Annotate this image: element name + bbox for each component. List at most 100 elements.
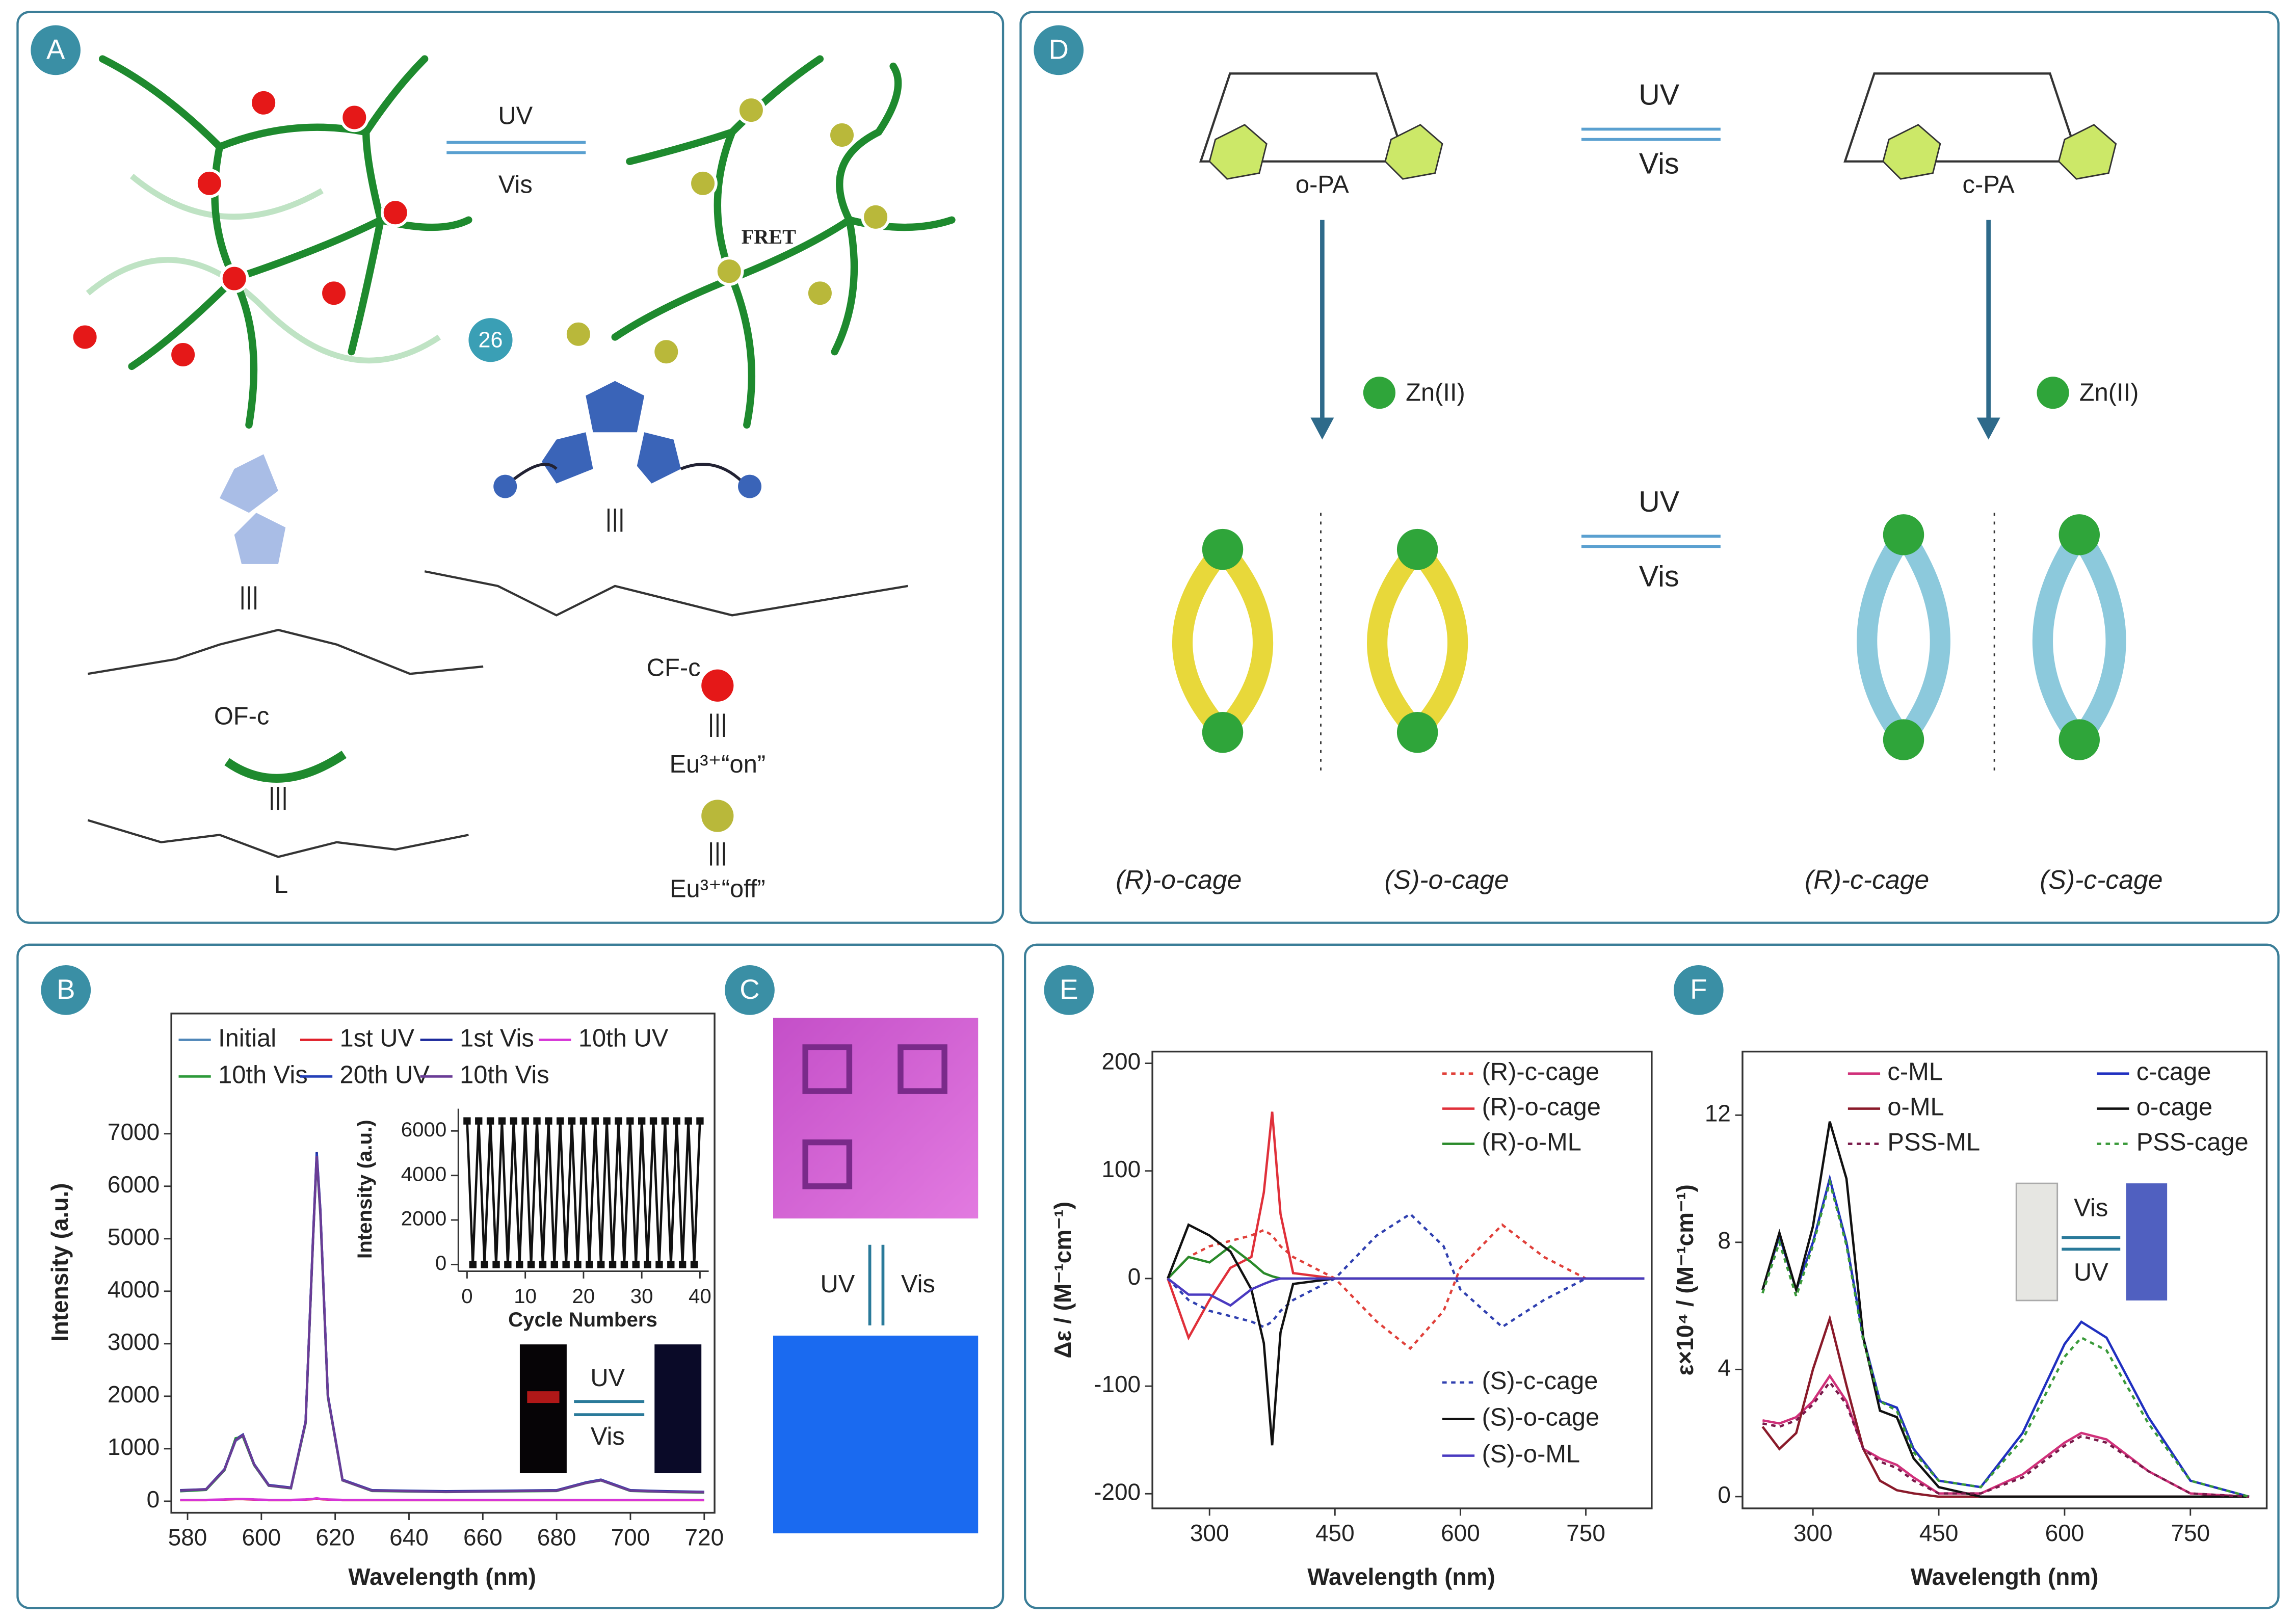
panel-d-box xyxy=(1019,11,2280,924)
label-uv: UV xyxy=(498,102,533,129)
series-line xyxy=(180,1497,704,1501)
network-right xyxy=(611,55,956,429)
point xyxy=(539,1261,547,1268)
label-vis: Vis xyxy=(591,1423,625,1450)
point xyxy=(591,1117,599,1125)
y-tick-label: 8 xyxy=(1718,1227,1731,1254)
label-vis: Vis xyxy=(1639,561,1679,593)
point xyxy=(644,1261,651,1268)
label-uv: UV xyxy=(590,1364,625,1392)
panel-label: D xyxy=(1049,34,1069,65)
plot-frame xyxy=(1741,1050,2268,1509)
label-circle xyxy=(1034,25,1084,75)
x-tick-label: 720 xyxy=(684,1524,724,1550)
divider xyxy=(1320,513,1995,777)
legend-label: (S)-o-ML xyxy=(1482,1440,1580,1468)
x-tick-label: 750 xyxy=(2171,1520,2210,1546)
structure-bonds xyxy=(88,570,908,675)
number-circle xyxy=(468,318,513,362)
label-cf-c: CF-c xyxy=(647,654,701,682)
equiv: ||| xyxy=(605,505,625,533)
panel-labels: A B C D E F xyxy=(31,25,1724,1015)
label-vis: Vis xyxy=(498,171,533,198)
chart: 0 10 20 30 40 0 2000 4000 6000 Cycle Numbers Inten… xyxy=(353,1108,711,1331)
cation xyxy=(493,474,517,498)
point xyxy=(684,1117,692,1125)
label-o-pa: o-PA xyxy=(1296,171,1349,198)
series-line xyxy=(1761,1121,2250,1498)
series-line xyxy=(1761,1174,2250,1498)
panel-d-drawing: o-PA c-PA UV Vis UV Vis Zn(II) Zn(II) (R… xyxy=(1116,72,2163,894)
y-tick-label: 6000 xyxy=(401,1118,446,1141)
legend-label: 20th UV xyxy=(340,1061,430,1088)
eu-on-dots xyxy=(70,88,410,369)
legend-label: Initial xyxy=(218,1024,276,1052)
point xyxy=(673,1117,680,1125)
legend-label: PSS-cage xyxy=(2136,1128,2249,1156)
reaction-arrows xyxy=(1320,220,1991,425)
label-circle xyxy=(1673,965,1724,1015)
arrow-heads xyxy=(1310,417,2000,440)
label-uv: UV xyxy=(1639,78,1679,111)
photo-glow xyxy=(527,1391,560,1403)
series-line xyxy=(1762,1373,2250,1498)
point xyxy=(481,1261,488,1268)
legend-label: (S)-c-cage xyxy=(1482,1367,1598,1395)
cation xyxy=(738,474,762,498)
point xyxy=(661,1117,669,1125)
panel-label: C xyxy=(740,974,759,1005)
linker xyxy=(504,463,748,488)
legend-label: c-ML xyxy=(1887,1058,1943,1086)
label-uv: UV xyxy=(2074,1259,2108,1286)
point xyxy=(667,1261,675,1268)
panel-c: UV Vis xyxy=(773,1018,979,1533)
point xyxy=(557,1117,564,1125)
qr-pattern xyxy=(802,1044,947,1189)
vial-arrows xyxy=(2062,1236,2121,1251)
label-circle xyxy=(31,25,81,75)
point xyxy=(521,1117,529,1125)
label-fret: FRET xyxy=(742,225,796,248)
x-tick-label: 640 xyxy=(389,1524,429,1550)
y-axis-label: Δε / (M⁻¹cm⁻¹) xyxy=(1049,1202,1076,1359)
chart: 300 450 600 750 -200 -100 0 100 200 Wavelength (n… xyxy=(1049,1048,1653,1590)
x-tick-label: 600 xyxy=(242,1524,281,1550)
x-tick-label: 660 xyxy=(463,1524,503,1550)
x-tick-label: 40 xyxy=(689,1285,711,1308)
ligand-bonds xyxy=(87,819,469,858)
point xyxy=(615,1117,622,1125)
label-vis: Vis xyxy=(901,1270,935,1298)
point xyxy=(475,1117,483,1125)
label-circle xyxy=(1044,965,1094,1015)
eu-off-icon xyxy=(701,800,734,832)
x-tick-label: 580 xyxy=(168,1524,207,1550)
label-vis: Vis xyxy=(1639,148,1679,180)
point xyxy=(690,1261,698,1268)
panel-bc-box xyxy=(16,943,1005,1609)
label-zn: Zn(II) xyxy=(2079,379,2139,406)
vial-blue xyxy=(2126,1183,2168,1300)
y-tick-label: 6000 xyxy=(108,1171,160,1198)
label-zn: Zn(II) xyxy=(1406,379,1465,406)
vial-clear xyxy=(2015,1182,2059,1302)
panel-label: A xyxy=(46,34,65,65)
y-tick-label: 12 xyxy=(1705,1100,1731,1126)
legend-label: 1st UV xyxy=(340,1024,415,1052)
y-tick-label: 0 xyxy=(435,1252,446,1274)
panel-b-photos: UV Vis xyxy=(519,1344,702,1474)
label-c-pa: c-PA xyxy=(1963,171,2015,198)
x-tick-label: 450 xyxy=(1919,1520,1959,1546)
x-tick-label: 750 xyxy=(1566,1520,1605,1546)
series-line xyxy=(1761,1177,2250,1498)
legend-label: o-cage xyxy=(2136,1094,2212,1121)
x-axis-label: Wavelength (nm) xyxy=(348,1563,536,1590)
panel-label: B xyxy=(57,974,75,1005)
x-tick-label: 600 xyxy=(2045,1520,2084,1546)
x-tick-label: 450 xyxy=(1315,1520,1355,1546)
chart: 580 600 620 640 660 680 700 7200100020003000400… xyxy=(46,1013,724,1590)
point xyxy=(579,1117,588,1125)
y-axis-label: ε×10⁴ / (M⁻¹cm⁻¹) xyxy=(1672,1184,1698,1375)
series-line xyxy=(1167,1223,1645,1350)
series-line xyxy=(1167,1277,1645,1307)
